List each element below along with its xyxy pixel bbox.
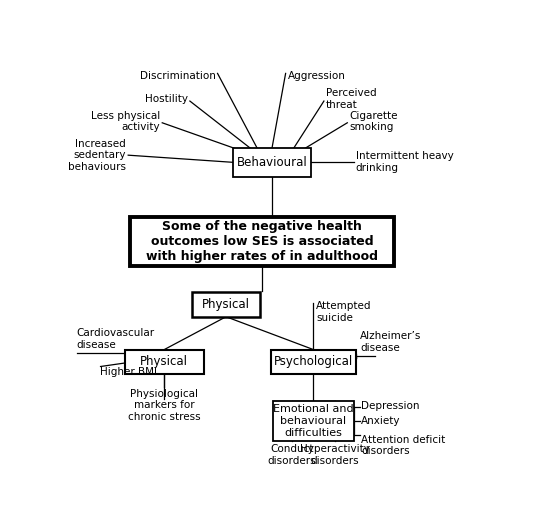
Text: Increased
sedentary
behaviours: Increased sedentary behaviours: [68, 139, 126, 172]
Text: Cardiovascular
disease: Cardiovascular disease: [76, 328, 154, 350]
Text: Hyperactivity
disorders: Hyperactivity disorders: [300, 444, 369, 465]
Text: Some of the negative health
outcomes low SES is associated
with higher rates of : Some of the negative health outcomes low…: [146, 220, 378, 263]
Text: Depression: Depression: [361, 401, 419, 411]
Text: Anxiety: Anxiety: [361, 416, 400, 426]
Text: Perceived
threat: Perceived threat: [326, 88, 377, 110]
Text: Physiological
markers for
chronic stress: Physiological markers for chronic stress: [128, 389, 201, 422]
Text: Cigarette
smoking: Cigarette smoking: [350, 111, 398, 132]
Text: Emotional and
behavioural
difficulties: Emotional and behavioural difficulties: [273, 404, 354, 438]
Text: Attempted
suicide: Attempted suicide: [316, 301, 372, 323]
FancyBboxPatch shape: [233, 148, 311, 176]
Text: Attention deficit
disorders: Attention deficit disorders: [361, 435, 445, 457]
Text: Higher BMI: Higher BMI: [100, 367, 156, 377]
FancyBboxPatch shape: [271, 349, 356, 374]
FancyBboxPatch shape: [125, 349, 204, 374]
FancyBboxPatch shape: [130, 216, 394, 266]
Text: Aggression: Aggression: [288, 71, 346, 82]
Text: Physical: Physical: [141, 356, 188, 368]
Text: Psychological: Psychological: [273, 356, 353, 368]
Text: Intermittent heavy
drinking: Intermittent heavy drinking: [356, 151, 453, 173]
Text: Less physical
activity: Less physical activity: [91, 111, 160, 132]
Text: Hostility: Hostility: [145, 94, 188, 104]
Text: Conduct
disorders: Conduct disorders: [268, 444, 316, 465]
FancyBboxPatch shape: [192, 292, 260, 317]
Text: Discrimination: Discrimination: [139, 71, 215, 82]
Text: Behavioural: Behavioural: [237, 156, 307, 169]
FancyBboxPatch shape: [273, 401, 354, 441]
Text: Physical: Physical: [202, 298, 250, 311]
Text: Alzheimer’s
disease: Alzheimer’s disease: [360, 331, 422, 352]
